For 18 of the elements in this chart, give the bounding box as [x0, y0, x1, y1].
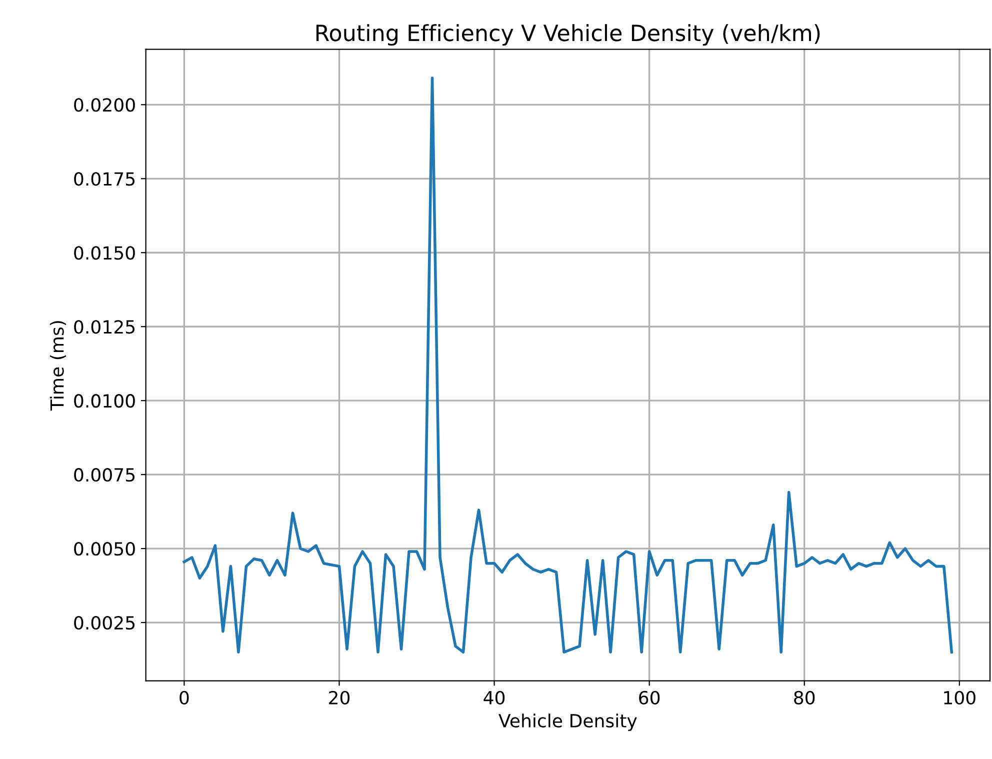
x-tick-label: 60: [639, 690, 660, 705]
y-tick-label: 0.0150: [74, 246, 135, 260]
y-tick-label: 0.0175: [74, 172, 135, 186]
y-tick-label: 0.0125: [74, 320, 135, 334]
chart-title: Routing Efficiency V Vehicle Density (veh/km): [316, 24, 820, 46]
x-tick-label: 0: [180, 690, 189, 705]
y-tick-label: 0.0025: [74, 616, 135, 630]
y-axis-title: Time (ms): [50, 321, 66, 411]
y-tick-label: 0.0100: [74, 394, 135, 408]
x-axis-title: Vehicle Density: [498, 714, 637, 732]
y-tick-label: 0.0050: [74, 542, 135, 556]
x-tick-label: 80: [794, 690, 815, 705]
y-tick-label: 0.0200: [74, 98, 135, 112]
x-tick-label: 100: [944, 690, 976, 705]
y-tick-label: 0.0075: [74, 468, 135, 482]
x-tick-label: 40: [484, 690, 505, 705]
line-series: [182, 76, 954, 654]
x-tick-label: 20: [329, 690, 350, 705]
